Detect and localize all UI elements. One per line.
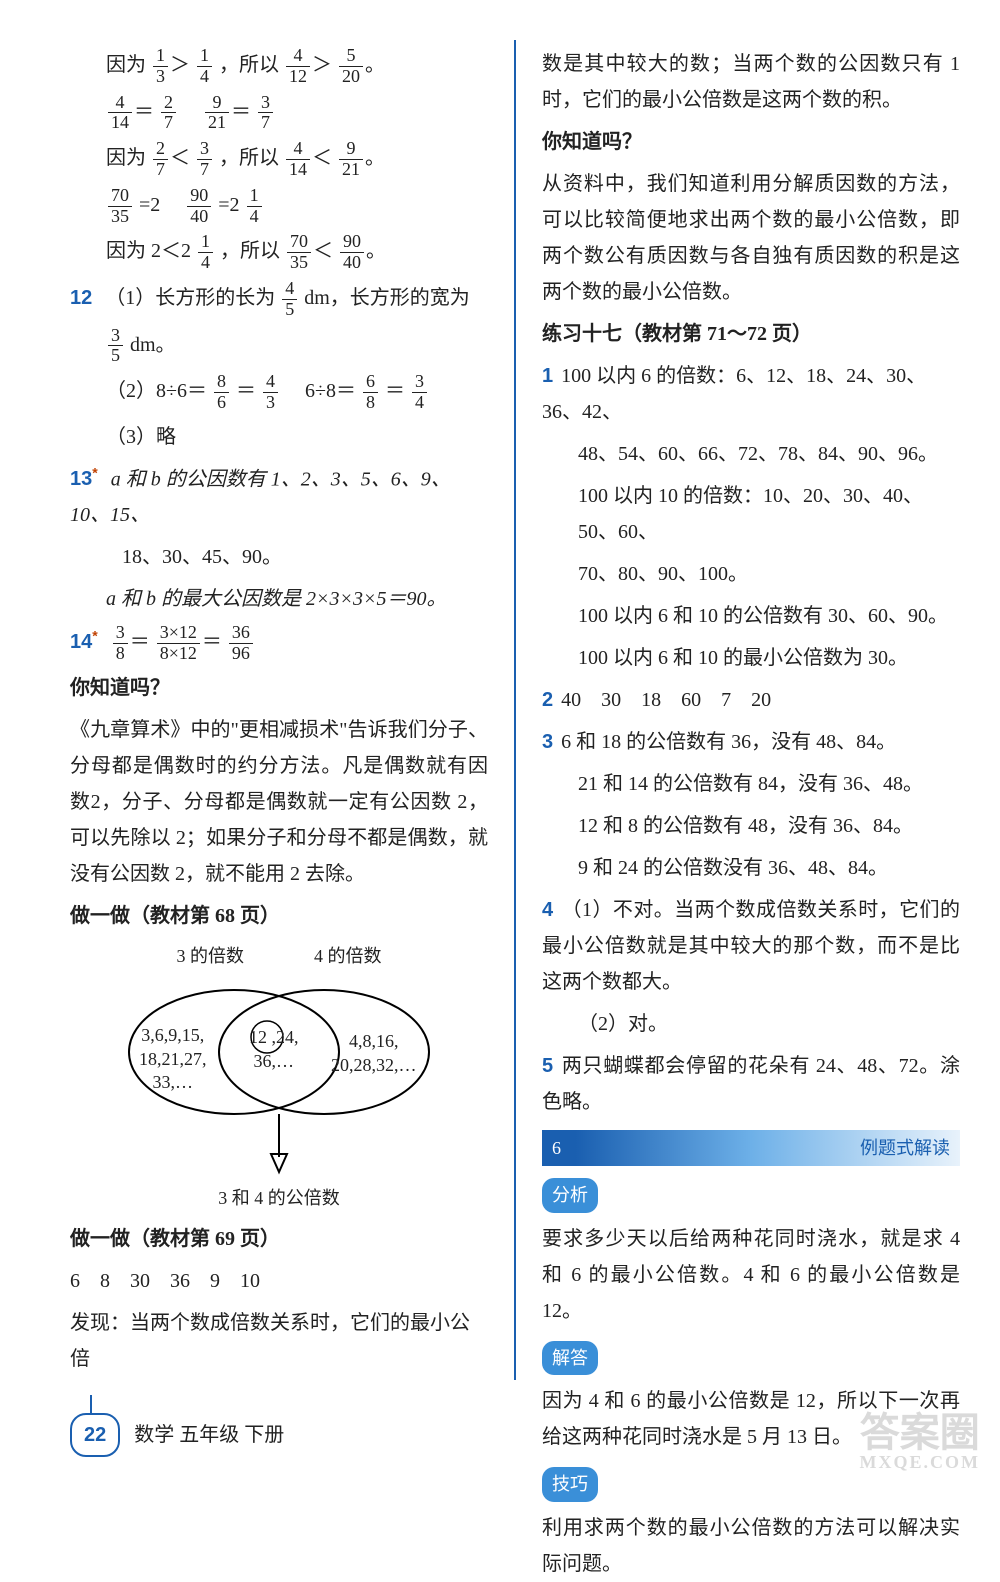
page-footer: 22 数学 五年级 下册 bbox=[70, 1413, 284, 1457]
tip-text: 利用求两个数的最小公倍数的方法可以解决实际问题。 bbox=[542, 1510, 960, 1582]
q13-line2: 18、30、45、90。 bbox=[70, 539, 488, 575]
r-q2: 240 30 18 60 7 20 bbox=[542, 682, 960, 718]
do-68-heading: 做一做（教材第 68 页） bbox=[70, 898, 488, 934]
r-q3c: 12 和 8 的公倍数有 48，没有 36、84。 bbox=[542, 808, 960, 844]
watermark: 答案圈 MXQE.COM bbox=[860, 1413, 980, 1471]
do-69-heading: 做一做（教材第 69 页） bbox=[70, 1221, 488, 1257]
r-q4b: （2）对。 bbox=[542, 1006, 960, 1042]
fractions-row-2: 414＝ 27 921＝ 37 bbox=[70, 93, 488, 134]
r-q1d: 100 以内 6 和 10 的最小公倍数为 30。 bbox=[542, 640, 960, 676]
continuation-p1: 数是其中较大的数；当两个数的公因数只有 1 时，它们的最小公倍数是这两个数的积。 bbox=[542, 46, 960, 118]
q12-part3: （3）略 bbox=[70, 419, 488, 455]
section-header-6: 6例题式解读 bbox=[542, 1130, 960, 1166]
r-q5: 5两只蝴蝶都会停留的花朵有 24、48、72。涂色略。 bbox=[542, 1048, 960, 1120]
r-q1a2: 48、54、60、66、72、78、84、90、96。 bbox=[542, 436, 960, 472]
right-column: 数是其中较大的数；当两个数的公因数只有 1 时，它们的最小公倍数是这两个数的积。… bbox=[542, 40, 960, 1380]
column-divider bbox=[514, 40, 516, 1380]
left-column: 因为 13＞ 14 ，所以 412＞ 520。 414＝ 27 921＝ 37 … bbox=[70, 40, 488, 1380]
r-q3: 36 和 18 的公倍数有 36，没有 48、84。 bbox=[542, 724, 960, 760]
question-13: 13* a 和 b 的公因数有 1、2、3、5、6、9、10、15、 bbox=[70, 461, 488, 534]
question-12: 12 （1）长方形的长为 45 dm，长方形的宽为 bbox=[70, 279, 488, 320]
know-paragraph: 《九章算术》中的"更相减损术"告诉我们分子、分母都是偶数时的约分方法。凡是偶数就… bbox=[70, 712, 488, 892]
r-q3d: 9 和 24 的公倍数没有 36、48、84。 bbox=[542, 850, 960, 886]
find-text: 发现：当两个数成倍数关系时，它们的最小公倍 bbox=[70, 1305, 488, 1377]
tag-solution: 解答 bbox=[542, 1341, 598, 1375]
question-14: 14* 38＝ 3×128×12＝ 3696 bbox=[70, 623, 488, 664]
know-heading-r: 你知道吗？ bbox=[542, 124, 960, 160]
q12-part2: （2）8÷6＝ 86 ＝ 43 6÷8＝ 68 ＝ 34 bbox=[70, 372, 488, 413]
r-q1b: 100 以内 10 的倍数：10、20、30、40、50、60、 bbox=[542, 478, 960, 550]
r-q3b: 21 和 14 的公倍数有 84，没有 36、48。 bbox=[542, 766, 960, 802]
fractions-row-3: 7035 =2 9040 =2 14 bbox=[70, 186, 488, 227]
venn-diagram: 3 的倍数4 的倍数 3,6,9,15, 18,21,27, 33,… 12 ,… bbox=[70, 940, 488, 1215]
comparison-1: 因为 13＞ 14 ，所以 412＞ 520。 bbox=[70, 46, 488, 87]
page-number: 22 bbox=[70, 1413, 120, 1457]
tag-tip: 技巧 bbox=[542, 1467, 598, 1501]
know-heading: 你知道吗？ bbox=[70, 670, 488, 706]
q13-line3: a 和 b 的最大公因数是 2×3×3×5＝90。 bbox=[70, 581, 488, 617]
comparison-3: 因为 2＜2 14 ，所以 7035＜ 9040。 bbox=[70, 232, 488, 273]
tag-analysis: 分析 bbox=[542, 1178, 598, 1212]
r-q4: 4（1）不对。当两个数成倍数关系时，它们的最小公倍数就是其中较大的那个数，而不是… bbox=[542, 892, 960, 1000]
footer-title: 数学 五年级 下册 bbox=[134, 1417, 284, 1453]
do-69-answers: 6 8 30 36 9 10 bbox=[70, 1263, 488, 1299]
q12-width: 35 dm。 bbox=[70, 326, 488, 367]
exercise-17-heading: 练习十七（教材第 71～72 页） bbox=[542, 316, 960, 352]
know-paragraph-r: 从资料中，我们知道利用分解质因数的方法，可以比较简便地求出两个数的最小公倍数，即… bbox=[542, 166, 960, 310]
analysis-text: 要求多少天以后给两种花同时浇水，就是求 4 和 6 的最小公倍数。4 和 6 的… bbox=[542, 1221, 960, 1329]
r-q1b2: 70、80、90、100。 bbox=[542, 556, 960, 592]
r-q1c: 100 以内 6 和 10 的公倍数有 30、60、90。 bbox=[542, 598, 960, 634]
comparison-2: 因为 27＜ 37 ，所以 414＜ 921。 bbox=[70, 139, 488, 180]
r-q1: 1100 以内 6 的倍数：6、12、18、24、30、36、42、 bbox=[542, 358, 960, 430]
